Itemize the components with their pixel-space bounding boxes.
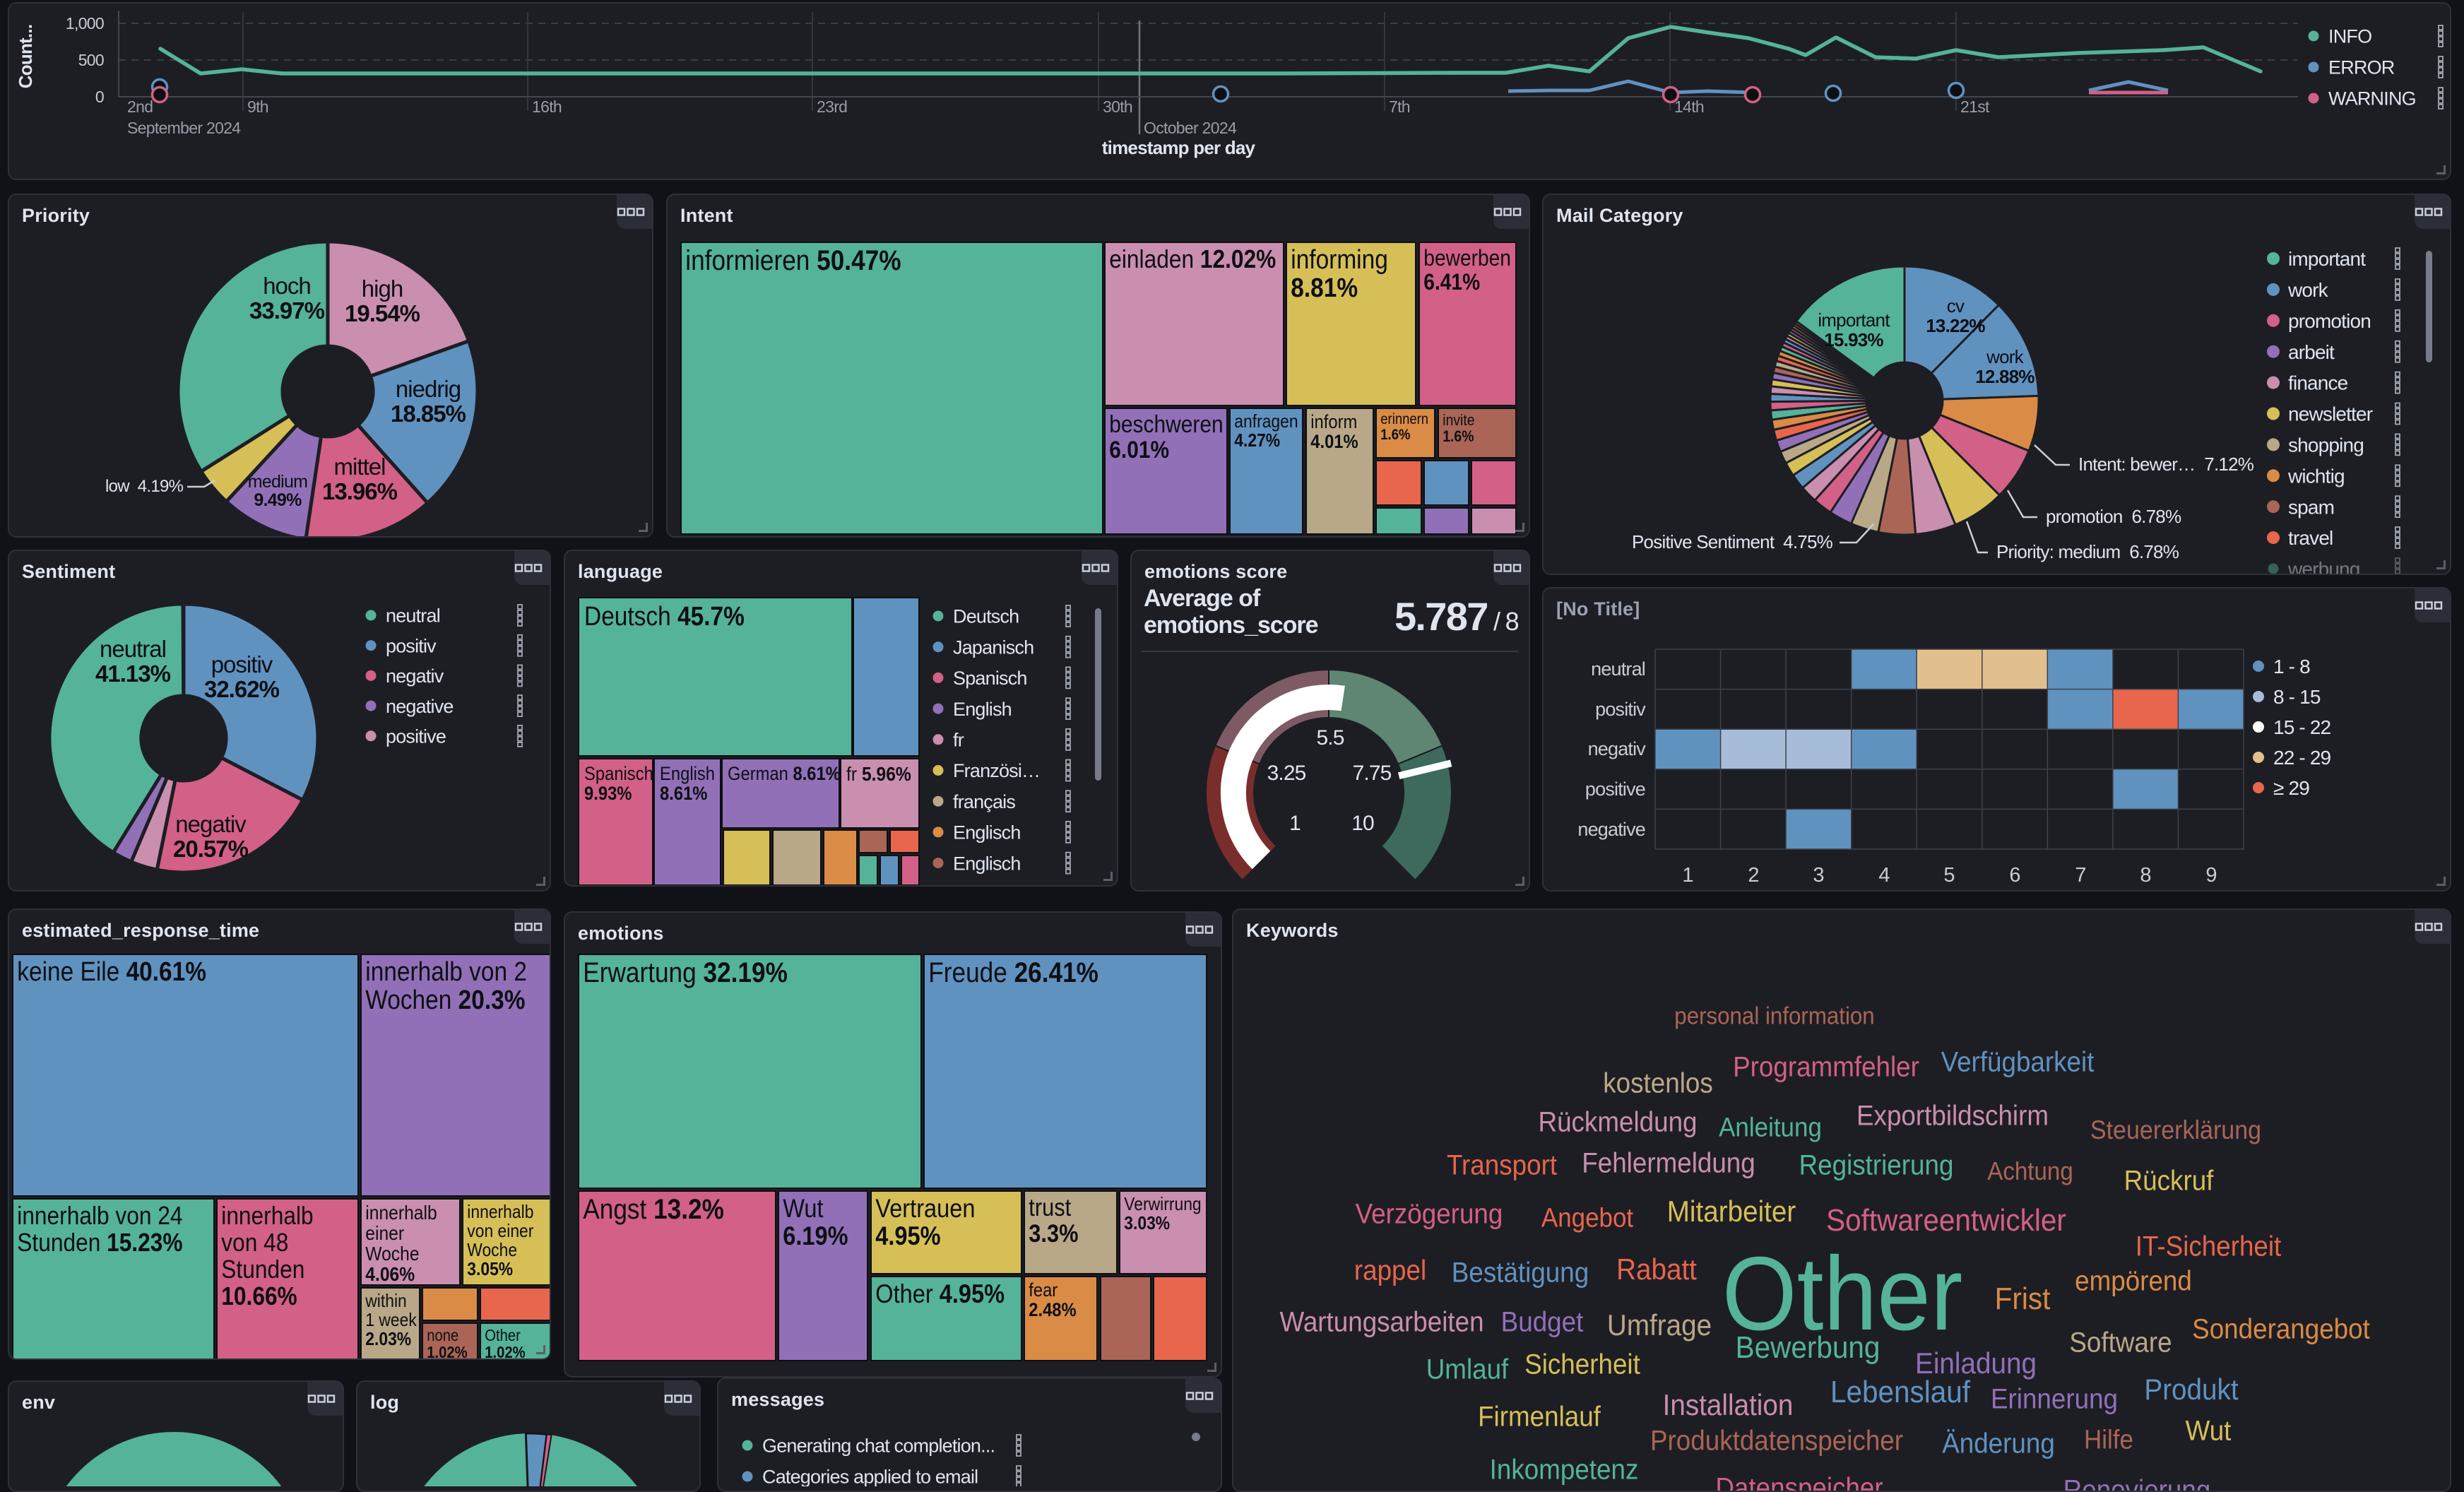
- svg-text:finance: finance: [2288, 372, 2348, 394]
- svg-text:shopping: shopping: [2288, 434, 2364, 456]
- svg-text:timestamp per day: timestamp per day: [1102, 137, 1256, 158]
- svg-text:8 - 15: 8 - 15: [2273, 686, 2321, 708]
- svg-text:promotion: promotion: [2288, 310, 2371, 332]
- svg-text:4: 4: [1878, 864, 1890, 887]
- svg-text:12.88%: 12.88%: [1975, 366, 2034, 387]
- svg-text:neutral: neutral: [100, 636, 166, 662]
- svg-text:Englisch: Englisch: [953, 853, 1021, 874]
- svg-text:33.97%: 33.97%: [249, 297, 325, 324]
- svg-text:5.787 / 8: 5.787 / 8: [1394, 594, 1519, 639]
- svg-text:arbeit: arbeit: [2288, 341, 2335, 363]
- svg-text:5.5: 5.5: [1316, 726, 1344, 750]
- svg-text:15 - 22: 15 - 22: [2273, 716, 2331, 738]
- svg-text:Französi…: Französi…: [953, 760, 1040, 781]
- svg-text:high: high: [362, 276, 403, 302]
- svg-text:important: important: [2288, 248, 2366, 270]
- svg-text:WARNING: WARNING: [2328, 88, 2416, 109]
- svg-text:14th: 14th: [1674, 97, 1704, 116]
- svg-text:6: 6: [2009, 864, 2020, 887]
- svg-text:Generating chat completion...: Generating chat completion...: [762, 1435, 995, 1457]
- svg-text:13.22%: 13.22%: [1926, 315, 1985, 336]
- svg-text:fr: fr: [953, 730, 964, 751]
- svg-text:Count...: Count...: [15, 25, 36, 89]
- svg-text:9: 9: [2205, 864, 2216, 887]
- svg-text:Japanisch: Japanisch: [953, 637, 1033, 658]
- svg-text:negative: negative: [1577, 819, 1645, 840]
- svg-text:7th: 7th: [1389, 97, 1410, 116]
- svg-text:medium: medium: [248, 472, 307, 492]
- svg-text:1: 1: [1682, 864, 1693, 887]
- svg-text:work: work: [2287, 279, 2329, 301]
- svg-text:22 - 29: 22 - 29: [2273, 747, 2331, 769]
- svg-text:promotion 6.78%: promotion 6.78%: [2046, 506, 2181, 527]
- svg-text:30th: 30th: [1103, 97, 1132, 116]
- svg-text:work: work: [1986, 346, 2025, 367]
- svg-text:negativ: negativ: [386, 665, 444, 687]
- svg-text:neutral: neutral: [1591, 658, 1645, 680]
- svg-text:10: 10: [1351, 812, 1374, 835]
- svg-text:emotions_score: emotions_score: [1144, 612, 1318, 639]
- svg-text:wichtig: wichtig: [2287, 465, 2345, 487]
- svg-text:20.57%: 20.57%: [173, 836, 249, 862]
- svg-text:13.96%: 13.96%: [322, 478, 398, 504]
- svg-text:18.85%: 18.85%: [391, 401, 466, 427]
- svg-text:1 - 8: 1 - 8: [2273, 656, 2310, 677]
- svg-text:newsletter: newsletter: [2288, 403, 2373, 425]
- svg-text:spam: spam: [2288, 496, 2334, 518]
- svg-text:positiv: positiv: [211, 651, 273, 677]
- svg-text:neutral: neutral: [386, 605, 440, 627]
- svg-text:41.13%: 41.13%: [95, 661, 171, 687]
- svg-text:2: 2: [1748, 864, 1758, 887]
- svg-text:Positive Sentiment 4.75%: Positive Sentiment 4.75%: [1632, 531, 1833, 552]
- svg-text:500: 500: [78, 51, 104, 69]
- svg-text:1,000: 1,000: [66, 14, 104, 32]
- svg-text:negativ: negativ: [1588, 738, 1647, 759]
- svg-text:mittel: mittel: [334, 454, 386, 480]
- svg-text:1: 1: [1289, 812, 1301, 835]
- svg-text:INFO: INFO: [2328, 26, 2371, 47]
- svg-text:Intent: bewer… 7.12%: Intent: bewer… 7.12%: [2078, 454, 2254, 475]
- svg-text:low 4.19%: low 4.19%: [105, 477, 184, 496]
- svg-text:3.25: 3.25: [1267, 762, 1306, 785]
- svg-text:21st: 21st: [1960, 97, 1990, 116]
- svg-text:positive: positive: [1585, 778, 1645, 800]
- svg-text:9th: 9th: [247, 97, 268, 116]
- svg-text:2nd: 2nd: [127, 97, 153, 116]
- svg-text:Average of: Average of: [1144, 585, 1261, 612]
- svg-text:positiv: positiv: [386, 635, 437, 656]
- svg-text:Spanisch: Spanisch: [953, 668, 1027, 689]
- svg-text:positiv: positiv: [1595, 699, 1646, 720]
- svg-text:negative: negative: [386, 696, 454, 717]
- svg-text:français: français: [953, 791, 1015, 812]
- svg-text:0: 0: [95, 88, 104, 106]
- svg-text:7.75: 7.75: [1353, 762, 1392, 785]
- svg-text:ERROR: ERROR: [2328, 57, 2395, 78]
- svg-text:niedrig: niedrig: [396, 376, 461, 402]
- svg-text:cv: cv: [1947, 295, 1965, 316]
- svg-text:23rd: 23rd: [817, 97, 847, 116]
- svg-text:15.93%: 15.93%: [1824, 329, 1883, 350]
- svg-text:Priority: medium 6.78%: Priority: medium 6.78%: [1996, 541, 2179, 562]
- svg-text:English: English: [953, 699, 1012, 720]
- svg-text:8: 8: [2140, 864, 2150, 887]
- svg-text:5: 5: [1943, 864, 1954, 887]
- svg-text:hoch: hoch: [263, 273, 311, 299]
- svg-text:16th: 16th: [532, 97, 562, 116]
- svg-text:werbung: werbung: [2287, 558, 2360, 575]
- svg-text:Categories applied to email: Categories applied to email: [762, 1467, 978, 1486]
- svg-text:Deutsch: Deutsch: [953, 606, 1019, 627]
- svg-text:≥ 29: ≥ 29: [2273, 777, 2309, 799]
- svg-text:important: important: [1818, 309, 1890, 331]
- svg-text:32.62%: 32.62%: [204, 676, 280, 702]
- svg-text:travel: travel: [2288, 527, 2333, 549]
- svg-text:negativ: negativ: [175, 811, 247, 837]
- svg-text:7: 7: [2075, 864, 2085, 887]
- svg-text:September 2024: September 2024: [127, 119, 241, 137]
- svg-text:19.54%: 19.54%: [345, 300, 420, 326]
- svg-text:3: 3: [1813, 864, 1823, 887]
- svg-text:positive: positive: [386, 726, 446, 747]
- svg-text:October 2024: October 2024: [1144, 119, 1237, 137]
- svg-text:Englisch: Englisch: [953, 822, 1021, 843]
- svg-text:9.49%: 9.49%: [254, 490, 302, 510]
